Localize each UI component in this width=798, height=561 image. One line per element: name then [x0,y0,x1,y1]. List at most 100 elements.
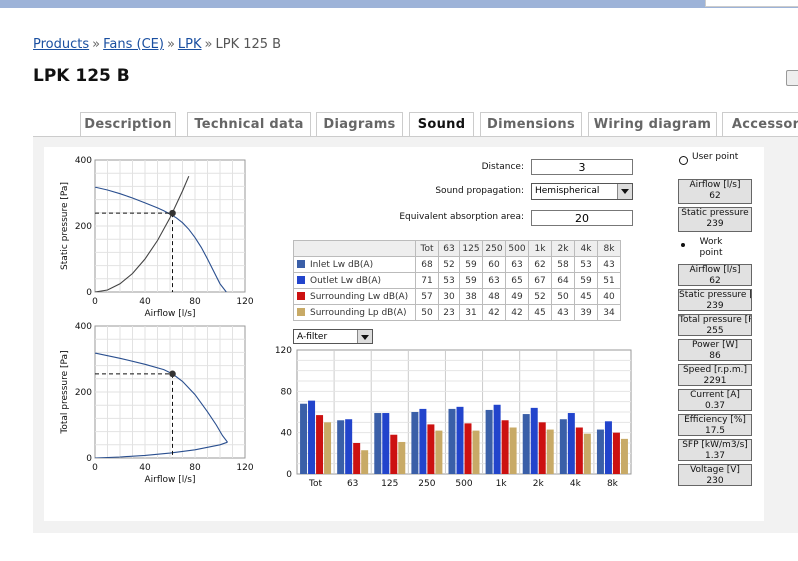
field-value: 62 [709,191,721,201]
y-tick-label: 0 [86,288,92,298]
row-label-text: Inlet Lw dB(A) [310,259,374,270]
chevron-down-icon [357,330,372,343]
radio-selected-icon [681,243,685,247]
work-airflow-box: Airflow [l/s] 62 [678,264,752,286]
operating-point-marker [169,370,176,378]
bar [604,421,612,474]
field-value: 0.37 [704,401,726,411]
bar [456,406,464,474]
user-static-pressure-box: Static pressure 239 [678,207,752,232]
tab-diagrams[interactable]: Diagrams [316,112,403,136]
user-point-radio[interactable]: User point [679,152,759,166]
curve-line [95,186,227,292]
radio-circle-icon [679,156,688,165]
breadcrumb-link-products[interactable]: Products [33,37,90,52]
tab-accessories[interactable]: Accessori [722,112,798,136]
x-tick-label: 0 [92,463,98,473]
bar [435,430,443,474]
bar [345,419,353,474]
absorption-area-field[interactable]: 20 [531,210,633,226]
row-label: Surrounding Lp dB(A) [293,304,416,321]
x-tick-label: 80 [189,297,201,307]
x-tick-label: 120 [236,463,253,473]
field-label: Airflow [l/s] [689,180,741,190]
static-pressure-chart: 0 40 80 120 0 200 400 Airflow [l/s] Static press… [60,156,254,319]
work-current-box: Current [A] 0.37 [678,389,752,411]
tab-dimensions[interactable]: Dimensions [480,112,582,136]
bar [596,429,604,474]
table-cell: 53 [438,272,460,289]
bar [464,423,472,474]
x-tick-label: 250 [418,479,435,489]
bar [538,422,546,474]
field-value: 2291 [703,376,727,386]
x-tick-label: 1k [496,479,508,489]
bar [546,429,554,474]
row-label-text: Surrounding Lw dB(A) [310,291,409,302]
print-icon[interactable] [786,70,798,86]
bar [361,450,369,474]
bar [509,427,517,474]
row-label-text: Surrounding Lp dB(A) [310,307,407,318]
table-cell: 43 [597,256,621,273]
filter-select[interactable]: A-filter [293,329,373,344]
distance-field[interactable]: 3 [531,159,633,175]
column-header: Tot [415,240,439,257]
bar [308,400,316,474]
operating-point-marker [169,209,176,217]
bar [300,403,308,474]
sound-propagation-select[interactable]: Hemispherical [531,183,633,200]
x-tick-label: 40 [139,297,151,307]
bar [472,430,480,474]
field-label: Static pressure [681,208,749,218]
top-bar [0,0,798,8]
bar [493,404,501,474]
sound-bar-chart: Tot 63 125 250 500 1k 2k 4k 8k 0 40 80 120 [275,346,632,489]
table-cell: 49 [505,288,529,305]
breadcrumb-link-lpk[interactable]: LPK [177,37,202,52]
field-value: 1.37 [704,451,726,461]
bar [559,419,567,474]
bar [382,413,390,474]
legend-swatch [297,259,305,268]
tab-technical-data[interactable]: Technical data [187,112,311,136]
table-cell: 30 [438,288,460,305]
field-label: Total pressure [P [679,315,752,325]
table-cell: 50 [415,304,439,321]
table-cell: 59 [459,256,483,273]
x-tick-label: 2k [533,479,545,489]
table-cell: 48 [482,288,506,305]
table-cell: 43 [551,304,575,321]
absorption-area-label: Equivalent absorption area: [399,212,524,222]
table-cell: 63 [505,256,529,273]
bar [583,433,591,474]
column-header: 125 [459,240,483,257]
work-point-radio[interactable]: Work point [679,237,759,261]
table-cell: 50 [551,288,575,305]
column-header: 4k [574,240,598,257]
tab-wiring-diagram[interactable]: Wiring diagram [588,112,717,136]
work-power-box: Power [W] 86 [678,339,752,361]
tab-sound[interactable]: Sound [409,112,474,137]
bar [448,408,456,474]
table-corner [293,240,416,257]
sound-propagation-label: Sound propagation: [435,186,524,196]
top-bar-corner [705,0,798,7]
column-header: 8k [597,240,621,257]
y-tick-label: 400 [75,156,92,166]
breadcrumb-link-fans[interactable]: Fans (CE) [103,37,164,52]
y-tick-label: 0 [86,454,92,464]
bar [485,409,493,474]
work-point-label: Work point [699,237,723,258]
legend-swatch [297,291,305,300]
tab-description[interactable]: Description [80,112,176,136]
table-cell: 52 [528,288,552,305]
x-tick-label: 4k [570,479,582,489]
bar [324,422,332,474]
table-cell: 71 [415,272,439,289]
table-cell: 23 [438,304,460,321]
bar [337,420,345,474]
table-cell: 67 [528,272,552,289]
curve-line [95,441,228,458]
field-label: SFP [kW/m3/s] [682,440,748,450]
